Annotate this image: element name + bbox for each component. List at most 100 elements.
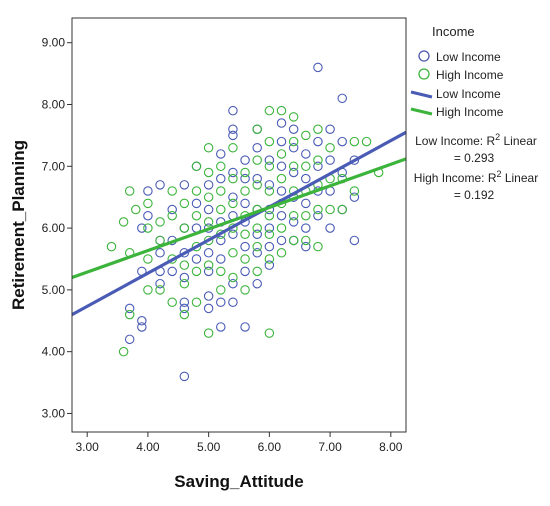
point-high-income-22 [179,309,190,320]
point-high-income-96 [349,136,360,147]
point-low-income-2 [137,316,147,326]
fit-line-high-income [71,157,407,280]
point-high-income-32 [203,217,214,227]
point-high-income-75 [288,112,299,122]
point-low-income-91 [313,210,323,221]
point-low-income-51 [240,198,250,209]
point-high-income-93 [325,204,335,215]
point-high-income-38 [216,204,226,215]
plot-frame [71,17,407,433]
point-high-income-44 [228,198,238,209]
point-high-income-54 [252,124,262,134]
point-low-income-29 [203,248,214,258]
point-low-income-56 [240,155,250,165]
point-high-income-27 [191,266,202,277]
point-low-income-93 [325,155,335,165]
point-high-income-56 [252,180,262,190]
point-low-income-14 [167,266,177,277]
x-tick-label: 7.00 [318,440,342,454]
point-low-income-86 [301,241,311,252]
point-low-income-84 [301,198,311,209]
point-high-income-66 [264,229,275,240]
point-low-income-49 [228,192,238,202]
point-high-income-7 [143,198,153,209]
point-high-income-40 [216,266,226,277]
point-low-income-69 [264,260,275,270]
point-high-income-60 [252,266,262,277]
x-tick-label: 5.00 [197,440,221,454]
legend-line-low-income [410,90,433,99]
y-tick-label: 6.00 [42,221,66,235]
point-high-income-10 [143,285,153,295]
point-low-income-33 [203,180,214,190]
point-high-income-5 [124,309,135,320]
point-low-income-67 [264,223,275,233]
point-low-income-83 [301,173,311,184]
legend-label-marker-high: High Income [436,68,504,82]
point-low-income-15 [167,204,177,215]
point-high-income-35 [203,328,214,338]
point-high-income-52 [240,254,250,264]
point-high-income-8 [143,223,153,233]
point-high-income-37 [216,186,226,196]
point-low-income-18 [179,272,190,283]
point-high-income-77 [288,161,299,172]
point-low-income-35 [216,173,226,184]
legend-label-line-low: Low Income [436,87,501,101]
point-low-income-21 [179,371,190,382]
legend-title: Income [432,24,475,39]
point-high-income-20 [179,260,190,270]
point-low-income-79 [288,217,299,227]
point-high-income-43 [228,173,238,184]
point-high-income-0 [106,241,117,252]
point-high-income-46 [228,248,238,258]
point-high-income-21 [179,278,190,289]
point-low-income-74 [276,235,287,246]
x-axis-ticks: 3.00 4.00 5.00 6.00 7.00 8.00 [76,432,403,454]
point-low-income-20 [179,303,190,314]
point-high-income-84 [301,210,311,221]
y-tick-label: 5.00 [42,283,66,297]
r2-annotation-low: Low Income: R2 Linear = 0.293 [415,132,537,165]
point-low-income-1 [124,334,135,345]
legend-label-line-high: High Income [436,105,504,119]
x-axis-title: Saving_Attitude [174,472,303,491]
point-high-income-58 [252,223,262,233]
point-high-income-65 [264,210,275,221]
point-high-income-25 [191,210,202,221]
point-low-income-61 [252,248,262,258]
point-high-income-63 [264,161,275,172]
point-high-income-74 [276,248,287,258]
point-high-income-33 [203,235,214,246]
point-low-income-39 [216,322,226,332]
point-low-income-46 [228,229,238,240]
point-high-income-36 [216,161,226,172]
point-high-income-14 [167,186,177,196]
point-low-income-27 [203,204,214,215]
point-high-income-26 [191,241,202,252]
y-tick-label: 9.00 [42,36,66,50]
point-low-income-40 [216,297,226,307]
point-low-income-58 [252,173,262,184]
point-high-income-73 [276,223,287,233]
legend-line-high-income [410,107,433,116]
fit-lines-layer [71,130,407,317]
point-high-income-49 [240,186,250,196]
point-high-income-18 [179,198,190,209]
point-high-income-41 [216,285,226,295]
point-low-income-48 [228,297,238,307]
point-low-income-75 [276,118,287,128]
point-low-income-41 [228,105,238,116]
point-high-income-2 [118,346,129,357]
point-low-income-92 [325,124,335,134]
x-tick-label: 3.00 [76,440,100,454]
point-high-income-30 [203,167,214,178]
point-high-income-23 [191,161,202,172]
point-low-income-89 [313,161,323,172]
y-tick-label: 8.00 [42,98,66,112]
point-high-income-11 [155,217,165,227]
point-low-income-87 [313,62,323,73]
point-low-income-42 [228,130,238,141]
point-low-income-44 [228,167,238,178]
point-low-income-25 [191,254,202,264]
